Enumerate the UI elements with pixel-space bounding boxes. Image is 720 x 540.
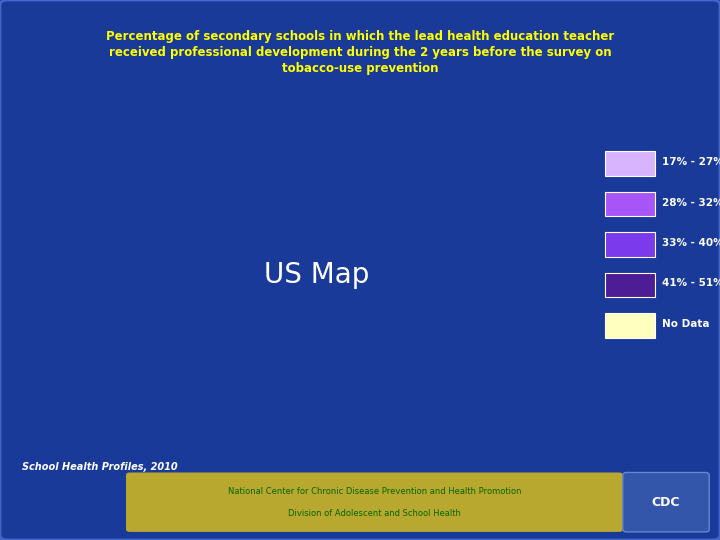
Text: US Map: US Map [264, 261, 369, 289]
Text: National Center for Chronic Disease Prevention and Health Promotion: National Center for Chronic Disease Prev… [228, 487, 521, 496]
FancyBboxPatch shape [605, 151, 655, 176]
Text: received professional development during the 2 years before the survey on: received professional development during… [109, 46, 611, 59]
FancyBboxPatch shape [605, 232, 655, 256]
Text: 28% - 32%: 28% - 32% [662, 198, 720, 207]
FancyBboxPatch shape [605, 273, 655, 297]
Text: School Health Profiles, 2010: School Health Profiles, 2010 [22, 462, 177, 472]
FancyBboxPatch shape [623, 472, 709, 532]
Text: CDC: CDC [652, 496, 680, 509]
Text: Percentage of secondary schools in which the lead health education teacher: Percentage of secondary schools in which… [106, 30, 614, 43]
FancyBboxPatch shape [126, 472, 623, 532]
Text: 33% - 40%: 33% - 40% [662, 238, 720, 248]
Text: tobacco-use prevention: tobacco-use prevention [282, 62, 438, 75]
Text: Division of Adolescent and School Health: Division of Adolescent and School Health [288, 509, 461, 517]
FancyBboxPatch shape [605, 192, 655, 216]
Text: 41% - 51%: 41% - 51% [662, 279, 720, 288]
Text: No Data: No Data [662, 319, 710, 329]
FancyBboxPatch shape [605, 313, 655, 338]
Text: 17% - 27%: 17% - 27% [662, 157, 720, 167]
